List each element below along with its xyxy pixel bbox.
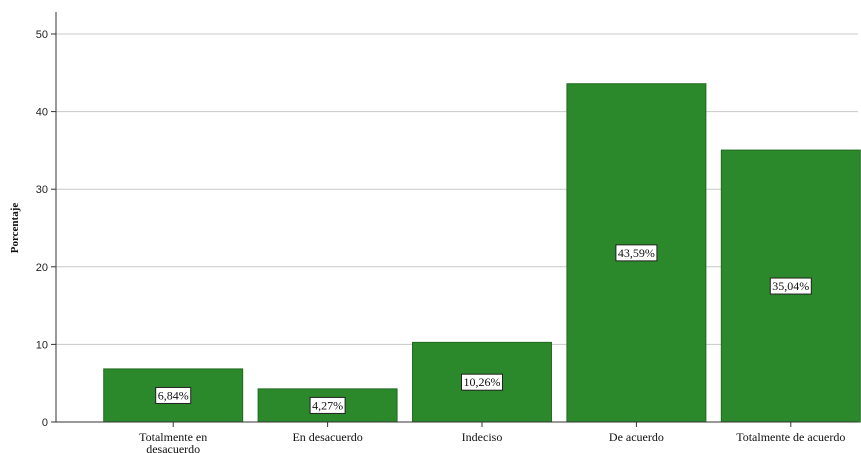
x-tick-label: En desacuerdo [292,430,362,444]
y-tick-label: 0 [42,417,48,429]
y-tick-label: 10 [36,339,48,351]
y-tick-label: 30 [36,184,48,196]
y-tick-label: 20 [36,262,48,274]
data-label-text: 10,26% [464,375,501,389]
data-label-box [309,396,346,414]
data-label-box [769,277,812,295]
x-tick-label: Indeciso [462,430,503,444]
bars [103,83,861,423]
data-label-text: 6,84% [158,388,189,402]
data-label-text: 35,04% [772,279,809,293]
data-label: 43,59% [615,244,658,262]
y-tick-label: 50 [36,29,48,41]
data-label-text: 43,59% [618,246,655,260]
y-axis-ticks: 0 10 20 30 40 50 [36,29,56,429]
data-label-text: 4,27% [312,398,343,412]
data-label-box [615,244,658,262]
x-tick-label: desacuerdo [146,442,200,453]
axes [55,12,858,423]
x-tick-label: Totalmente en [139,430,207,444]
data-label: 10,26% [461,373,503,391]
x-tick-label: De acuerdo [609,430,664,444]
x-tick-label: Totalmente de acuerdo [736,430,845,444]
data-label-box [461,373,503,391]
data-label: 4,27% [309,396,346,414]
data-label: 6,84% [155,386,192,404]
data-label-box [155,386,192,404]
data-labels: 6,84% 4,27% 10,26% 43,59% 35,04% [155,244,812,414]
y-tick-label: 40 [36,107,48,119]
data-label: 35,04% [769,277,812,295]
y-axis-label: Porcentaje [9,203,21,254]
